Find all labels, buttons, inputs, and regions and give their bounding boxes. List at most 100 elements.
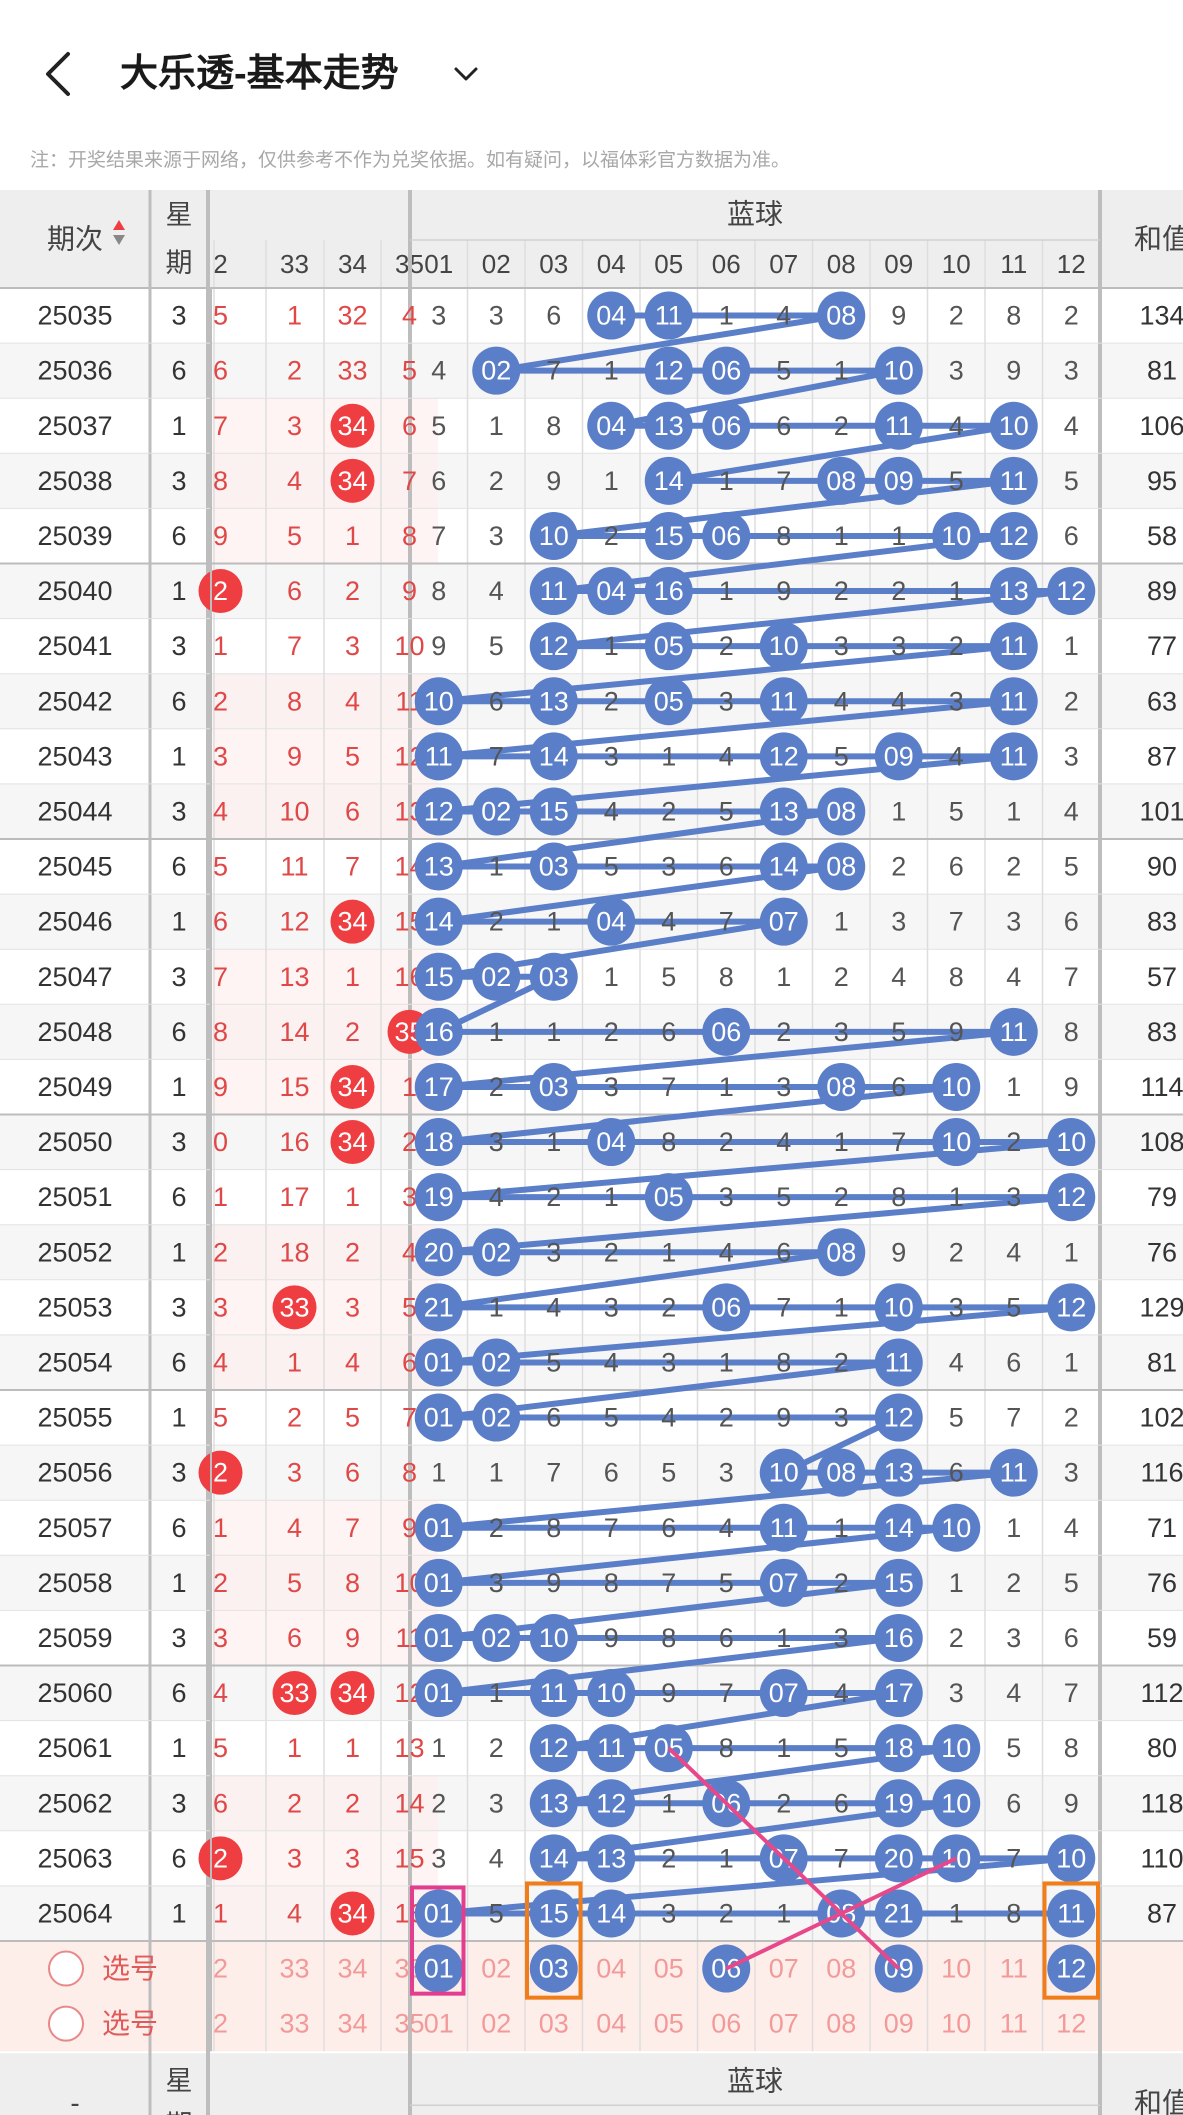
blue-miss-cell: 6 [1064, 1623, 1079, 1653]
selected-blue-label[interactable]: 12 [1056, 1954, 1086, 1984]
blue-ball-label: 15 [424, 962, 454, 992]
blue-miss-cell: 1 [719, 1072, 734, 1102]
blue-miss-cell: 2 [1006, 1127, 1021, 1157]
select-blue-number[interactable]: 02 [481, 2009, 511, 2039]
blue-miss-cell: 2 [776, 1788, 791, 1818]
select-radio[interactable] [48, 2005, 84, 2042]
select-blue-number[interactable]: 11 [1000, 2009, 1028, 2039]
select-red-number[interactable]: 35 [394, 2009, 424, 2039]
select-red-number[interactable]: 2 [213, 2009, 228, 2039]
select-red-number[interactable]: 2 [213, 1954, 228, 1984]
select-blue-number[interactable]: 02 [481, 1954, 511, 1984]
blue-miss-cell: 2 [604, 1237, 619, 1267]
select-blue-number[interactable]: 10 [941, 2009, 971, 2039]
red-miss-cell: 3 [287, 1458, 302, 1488]
blue-ball-label: 10 [884, 356, 914, 386]
red-ball [198, 1836, 243, 1881]
select-blue-number[interactable]: 01 [424, 2009, 454, 2039]
chevron-left-icon[interactable] [40, 48, 80, 100]
select-blue-number[interactable]: 05 [654, 2009, 684, 2039]
red-tint [206, 783, 438, 839]
blue-miss-cell: 4 [1064, 796, 1079, 826]
red-miss-cell: 9 [287, 741, 302, 771]
blue-miss-cell: 6 [489, 686, 504, 716]
blue-ball-label: 04 [596, 907, 626, 937]
select-blue-number[interactable]: 08 [826, 1954, 856, 1984]
week-cell: 1 [171, 1072, 186, 1102]
select-label[interactable]: 选号 [102, 1953, 158, 1984]
blue-ball [932, 1062, 981, 1111]
select-blue-number[interactable]: 04 [596, 1954, 626, 1984]
blue-miss-cell: 1 [1006, 1072, 1021, 1102]
red-miss-cell: 2 [345, 1237, 360, 1267]
blue-miss-cell: 8 [546, 1513, 561, 1543]
selected-blue-label[interactable]: 01 [424, 1954, 454, 1984]
blue-ball [472, 1228, 521, 1277]
blue-miss-cell: 9 [1006, 356, 1021, 386]
blue-miss-cell: 8 [604, 1568, 619, 1598]
blue-ball-label: 02 [481, 1623, 511, 1653]
selected-blue-ball[interactable] [1047, 1944, 1096, 1993]
blue-ball [759, 842, 808, 891]
sort-down-icon[interactable] [113, 235, 125, 245]
blue-ball-label: 14 [769, 852, 799, 882]
select-blue-number[interactable]: 03 [539, 2009, 569, 2039]
select-blue-number[interactable]: 05 [654, 1954, 684, 1984]
blue-miss-cell: 7 [891, 1127, 906, 1157]
red-miss-cell: 18 [279, 1237, 309, 1267]
select-blue-number[interactable]: 09 [884, 2009, 914, 2039]
blue-ball [932, 1724, 981, 1773]
select-red-number[interactable]: 34 [337, 2009, 367, 2039]
select-blue-number[interactable]: 07 [769, 2009, 799, 2039]
blue-ball-label: 13 [539, 1788, 569, 1818]
blue-header-02: 02 [482, 249, 511, 279]
blue-ball [587, 1889, 636, 1938]
select-red-number[interactable]: 34 [337, 1954, 367, 1984]
select-blue-number[interactable]: 11 [1000, 1954, 1028, 1984]
select-label[interactable]: 选号 [102, 2008, 158, 2039]
sort-up-icon[interactable] [113, 220, 125, 230]
blue-miss-cell: 1 [604, 356, 619, 386]
red-miss-cell: 6 [287, 576, 302, 606]
blue-ball-label: 03 [539, 852, 569, 882]
blue-ball-label: 06 [711, 521, 741, 551]
select-red-number[interactable]: 33 [279, 1954, 309, 1984]
select-blue-number[interactable]: 07 [769, 1954, 799, 1984]
select-blue-number[interactable]: 08 [826, 2009, 856, 2039]
issue-cell: 25062 [37, 1788, 112, 1818]
footer-week-top: 星 [166, 2066, 193, 2096]
red-miss-cell: 3 [345, 1843, 360, 1873]
red-miss-cell: 4 [402, 1237, 417, 1267]
blue-miss-cell: 9 [604, 1623, 619, 1653]
blue-miss-cell: 6 [891, 1072, 906, 1102]
blue-miss-cell: 2 [1006, 852, 1021, 882]
blue-miss-cell: 3 [1006, 907, 1021, 937]
issue-cell: 25060 [37, 1678, 112, 1708]
sum-column-header: 和值 [1134, 224, 1183, 255]
blue-miss-cell: 5 [949, 466, 964, 496]
select-blue-number[interactable]: 06 [711, 2009, 741, 2039]
footer-sum-header: 和值 [1134, 2088, 1183, 2115]
red-miss-cell: 4 [402, 301, 417, 331]
select-blue-number[interactable]: 12 [1056, 2009, 1086, 2039]
red-miss-cell: 10 [279, 796, 309, 826]
selected-blue-label[interactable]: 03 [539, 1954, 569, 1984]
blue-miss-cell: 1 [1064, 1237, 1079, 1267]
red-ball-label: 33 [279, 1678, 309, 1708]
select-radio[interactable] [48, 1950, 84, 1987]
selected-blue-ball[interactable] [529, 1944, 578, 1993]
select-blue-number[interactable]: 10 [941, 1954, 971, 1984]
sum-cell: 58 [1147, 521, 1177, 551]
red-ball [272, 1671, 317, 1716]
select-blue-number[interactable]: 04 [596, 2009, 626, 2039]
blue-ball [874, 1724, 923, 1773]
blue-miss-cell: 6 [776, 1237, 791, 1267]
select-red-number[interactable]: 33 [279, 2009, 309, 2039]
blue-miss-cell: 5 [546, 1347, 561, 1377]
selected-blue-ball[interactable] [414, 1944, 463, 1993]
blue-miss-cell: 2 [604, 521, 619, 551]
sum-cell: 90 [1147, 852, 1177, 882]
chevron-down-icon[interactable] [452, 60, 480, 88]
issue-column-header[interactable]: 期次 [47, 224, 103, 255]
blue-ball-label: 10 [941, 521, 971, 551]
